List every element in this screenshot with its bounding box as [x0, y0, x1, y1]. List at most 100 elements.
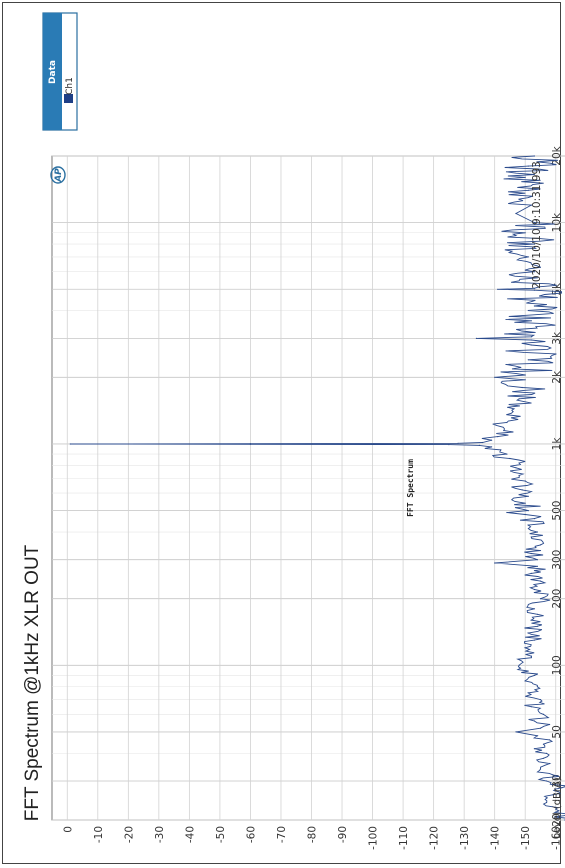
- data-point: [491, 446, 493, 448]
- data-point: [530, 339, 532, 341]
- data-point: [527, 692, 529, 694]
- data-point: [536, 559, 539, 561]
- data-point: [533, 674, 536, 677]
- data-point: [549, 739, 551, 741]
- data-point: [542, 757, 545, 759]
- chart-subtitle: FFT Spectrum: [406, 459, 415, 517]
- data-point: [533, 518, 536, 520]
- data-point: [536, 565, 539, 567]
- data-point: [533, 608, 536, 610]
- y-tick-label: -110: [398, 826, 410, 850]
- data-point: [524, 232, 526, 234]
- data-point: [515, 731, 517, 733]
- data-point: [561, 787, 563, 789]
- data-point: [527, 632, 529, 634]
- data-point: [69, 443, 71, 445]
- y-tick-label: -20: [123, 826, 135, 843]
- data-point: [518, 398, 520, 400]
- data-point: [457, 442, 459, 444]
- trace-group: [69, 155, 565, 821]
- data-point: [546, 780, 548, 782]
- data-point: [524, 374, 526, 376]
- x-tick-label: 20k: [551, 145, 563, 165]
- x-tick-label: 50: [551, 725, 563, 738]
- data-point: [542, 713, 545, 716]
- data-point: [536, 613, 539, 615]
- data-point: [552, 774, 554, 776]
- data-point: [552, 794, 554, 796]
- y-tick-label: -160: [551, 826, 563, 850]
- data-point: [539, 699, 542, 701]
- data-point: [536, 686, 539, 688]
- y-tick-label: -40: [184, 826, 196, 843]
- y-tick-label: 0: [62, 826, 74, 833]
- y-tick-label: -100: [368, 826, 380, 850]
- data-point: [500, 449, 502, 451]
- y-tick-label: -90: [337, 826, 349, 843]
- data-point: [546, 752, 548, 755]
- data-point: [524, 176, 526, 178]
- data-point: [524, 513, 526, 516]
- data-point: [527, 524, 529, 526]
- data-point: [475, 337, 477, 339]
- ap-logo: AP: [50, 166, 66, 184]
- legend-swatch-ch1: [64, 94, 73, 103]
- x-tick-label: 500: [551, 501, 563, 521]
- trace-ch1: [70, 155, 565, 821]
- legend: Data Ch1: [42, 12, 78, 131]
- data-point: [521, 386, 523, 389]
- data-point: [503, 429, 505, 432]
- data-point: [536, 531, 539, 533]
- ap-logo-text: AP: [54, 168, 64, 183]
- y-axis-title: Level (dBrA): [552, 777, 563, 839]
- data-point: [539, 580, 542, 582]
- data-point: [530, 572, 532, 575]
- legend-title: Data: [48, 60, 58, 84]
- data-point: [533, 222, 536, 224]
- data-point: [249, 443, 251, 445]
- data-point: [539, 727, 542, 729]
- data-point: [530, 344, 532, 346]
- data-point: [549, 762, 551, 765]
- data-point: [527, 510, 529, 512]
- data-point: [506, 453, 508, 455]
- data-point: [539, 544, 542, 546]
- x-tick-label: 300: [551, 550, 563, 570]
- x-tick-label: 10k: [551, 212, 563, 232]
- data-point: [518, 462, 520, 464]
- y-tick-label: -50: [215, 826, 227, 843]
- data-point: [530, 336, 532, 338]
- data-point: [533, 748, 536, 750]
- data-point: [506, 511, 508, 514]
- data-point: [530, 320, 532, 322]
- data-point: [527, 189, 529, 191]
- data-point: [530, 655, 532, 657]
- data-point: [521, 489, 523, 491]
- data-point: [539, 768, 542, 770]
- data-point: [524, 647, 526, 649]
- data-point: [494, 376, 496, 378]
- plot-frame: [51, 155, 565, 821]
- data-point: [546, 801, 548, 804]
- data-point: [530, 536, 532, 538]
- data-point: [506, 421, 508, 424]
- data-point: [497, 436, 499, 438]
- data-point: [533, 639, 536, 641]
- data-point: [530, 706, 532, 708]
- data-point: [527, 495, 529, 497]
- data-point: [497, 288, 499, 290]
- data-point: [524, 480, 526, 482]
- data-point: [518, 474, 520, 477]
- data-point: [481, 441, 484, 444]
- grid: [52, 155, 565, 821]
- data-point: [533, 271, 536, 273]
- data-point: [530, 619, 532, 621]
- data-point: [478, 444, 480, 446]
- x-tick-label: 1k: [551, 437, 563, 451]
- legend-header-bar: [43, 13, 62, 130]
- data-point: [533, 588, 536, 591]
- data-point: [515, 212, 517, 215]
- data-point: [530, 204, 532, 206]
- x-tick-label: 3k: [551, 331, 563, 345]
